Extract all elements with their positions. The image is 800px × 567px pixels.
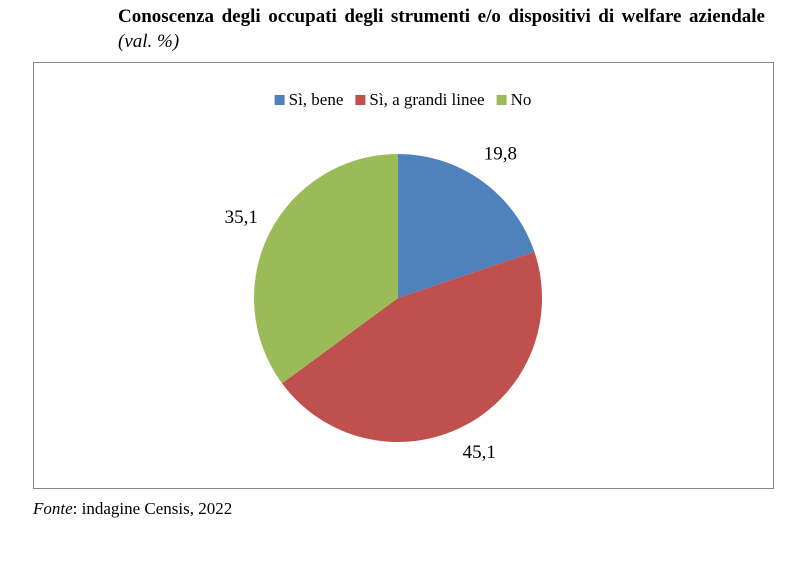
source-label: Fonte bbox=[33, 499, 73, 518]
legend-swatch bbox=[355, 95, 366, 105]
legend-swatch bbox=[274, 95, 285, 105]
chart-subtitle: (val. %) bbox=[118, 31, 180, 52]
legend-label: Sì, bene bbox=[289, 90, 344, 109]
legend-swatch bbox=[496, 95, 507, 105]
data-label: 35,1 bbox=[225, 207, 258, 228]
chart-title: Conoscenza degli occupati degli strument… bbox=[118, 6, 765, 27]
data-label: 45,1 bbox=[463, 442, 496, 463]
legend-label: No bbox=[511, 90, 532, 109]
chart-frame bbox=[33, 62, 774, 489]
pie-slice bbox=[253, 154, 398, 384]
legend-label: Sì, a grandi linee bbox=[369, 90, 484, 109]
source-text: : indagine Censis, 2022 bbox=[72, 499, 233, 518]
source: Fonte: indagine Censis, 2022 bbox=[33, 499, 232, 519]
pie-slice bbox=[282, 251, 542, 442]
data-label: 19,8 bbox=[484, 144, 517, 165]
pie-slice bbox=[398, 154, 535, 298]
chart-title-block: Conoscenza degli occupati degli strument… bbox=[118, 4, 765, 54]
